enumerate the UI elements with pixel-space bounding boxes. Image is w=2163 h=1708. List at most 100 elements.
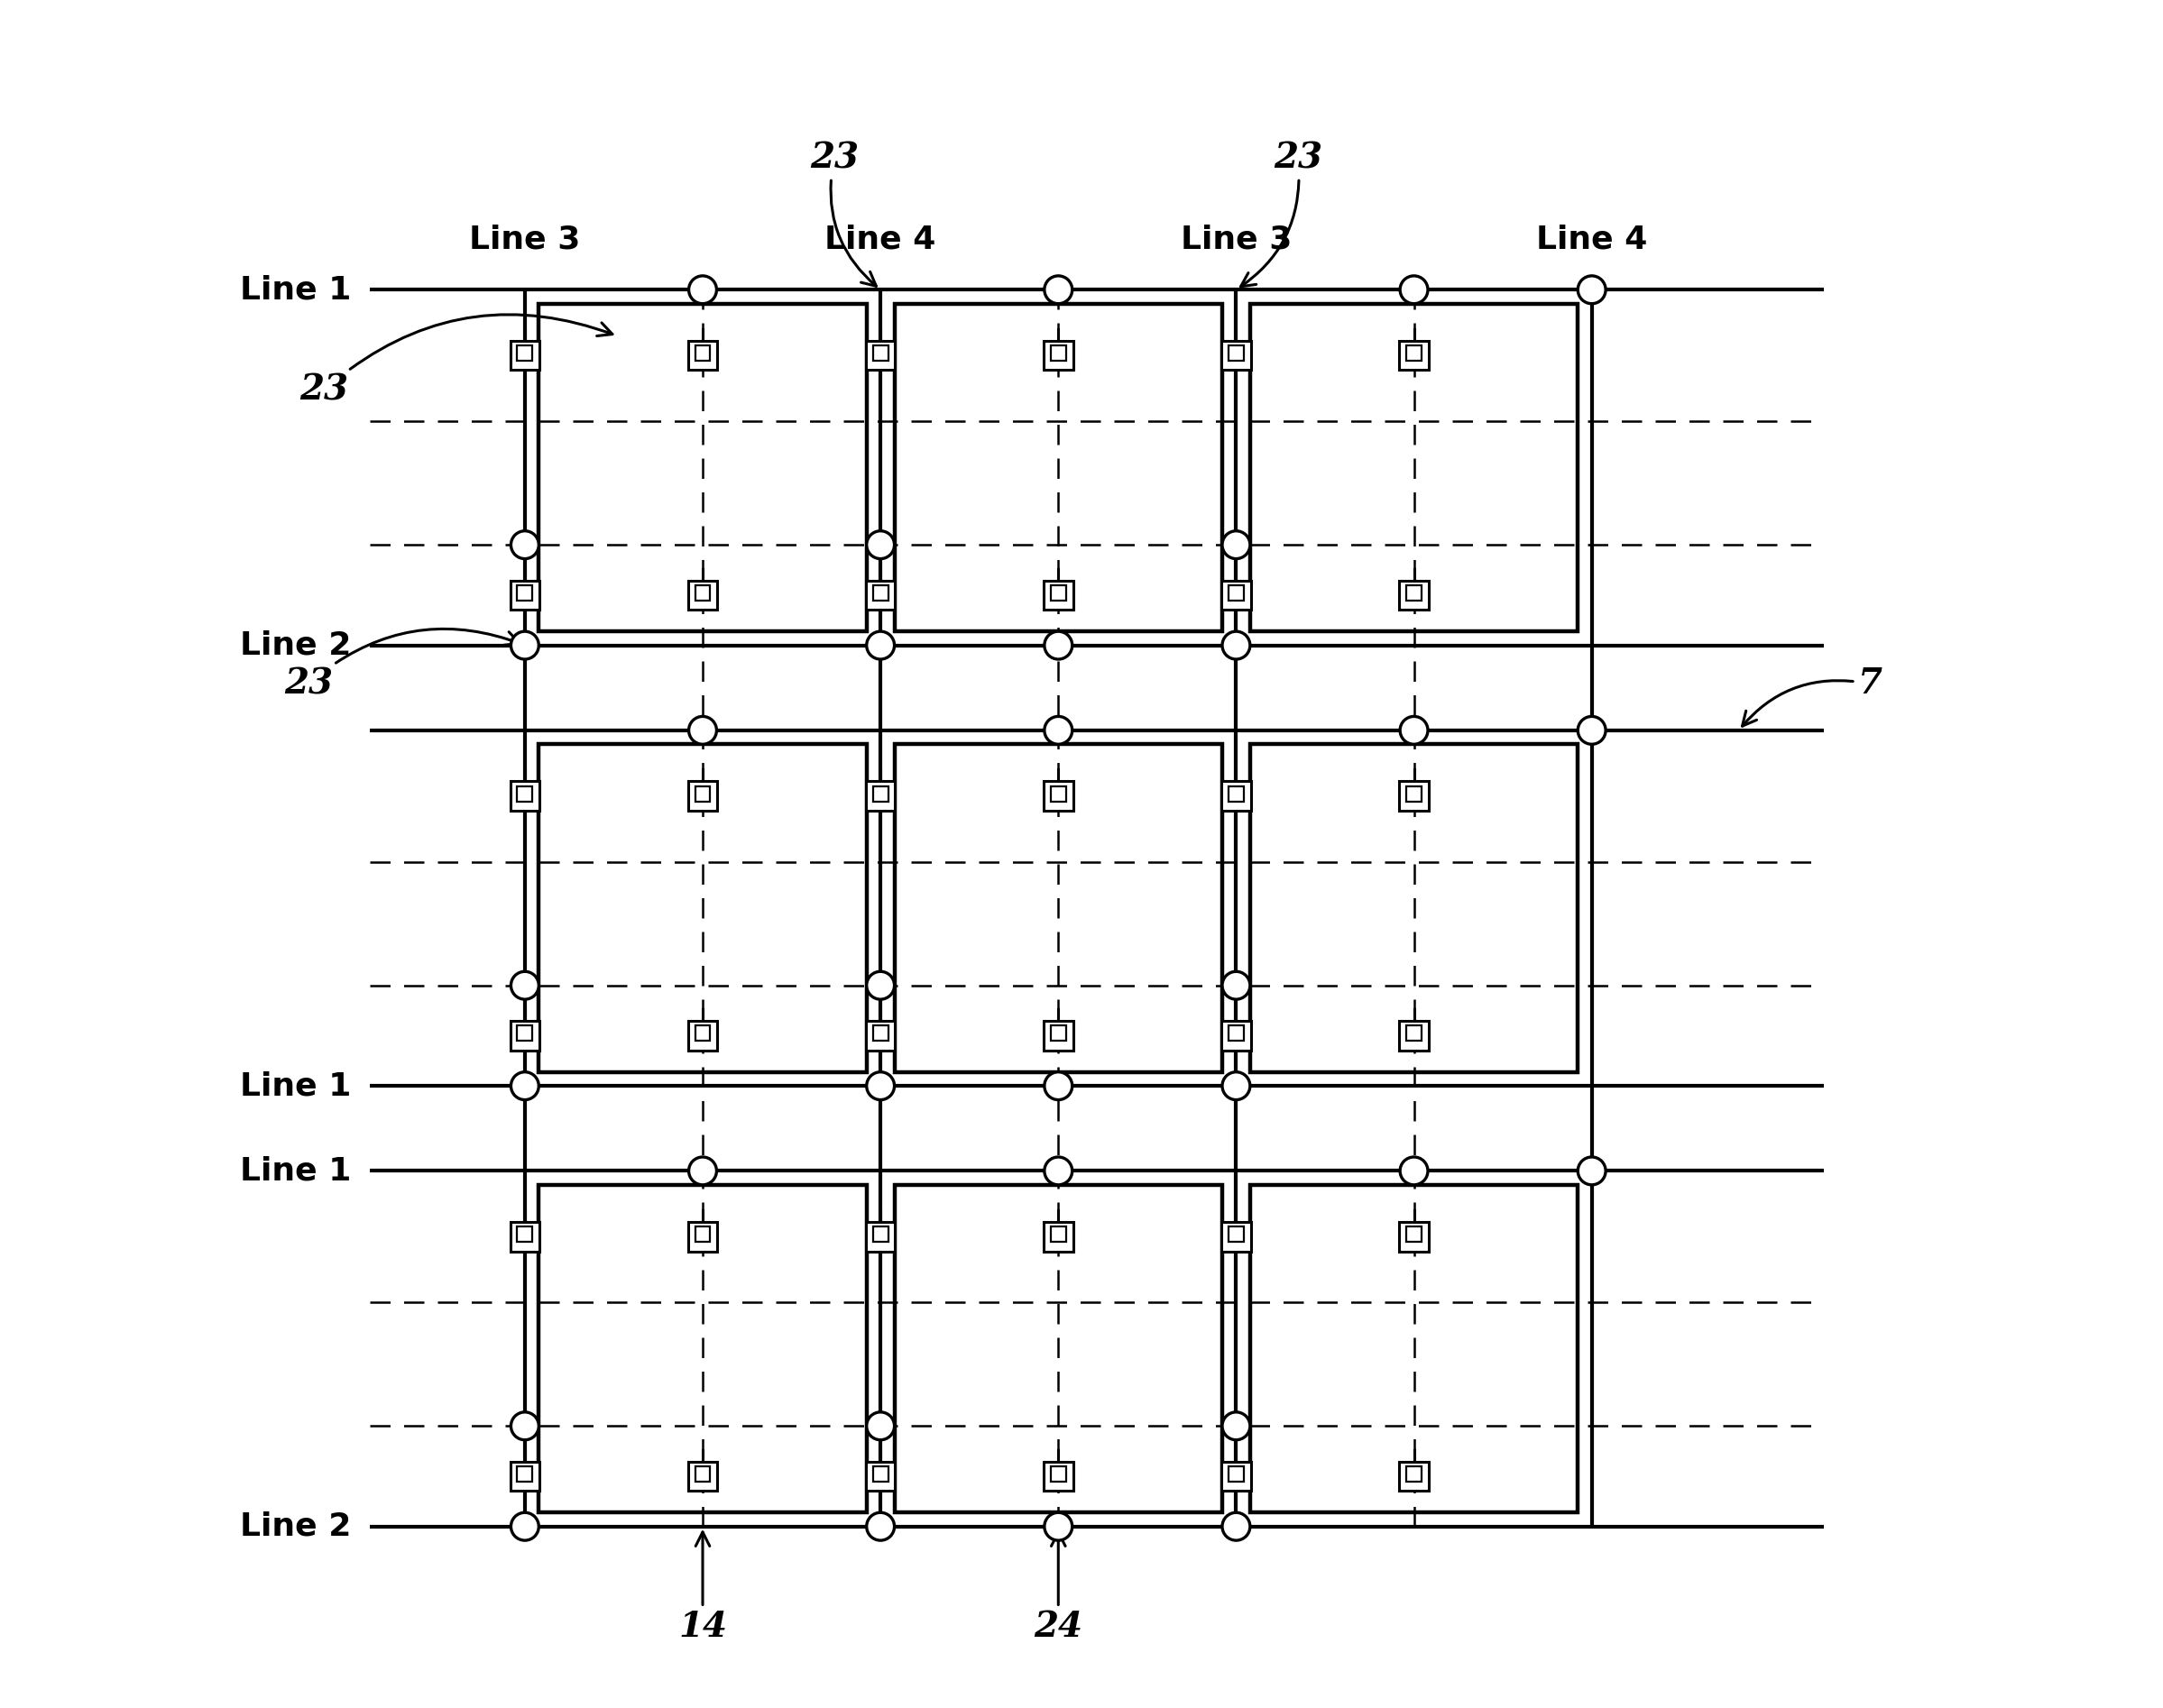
Bar <box>895 304 1222 632</box>
Bar <box>1043 1462 1073 1491</box>
Bar <box>1222 781 1250 811</box>
Text: 23: 23 <box>1242 142 1322 287</box>
Bar <box>1222 581 1250 610</box>
Bar <box>1051 1226 1066 1242</box>
Bar <box>1406 786 1421 801</box>
Circle shape <box>867 972 895 999</box>
Circle shape <box>1577 275 1605 304</box>
Bar <box>1222 342 1250 371</box>
Bar <box>1229 1465 1244 1481</box>
Circle shape <box>1045 632 1073 659</box>
Bar <box>1051 1027 1066 1040</box>
Bar <box>874 1226 889 1242</box>
Circle shape <box>1222 632 1250 659</box>
Text: 23: 23 <box>283 629 519 700</box>
Circle shape <box>1045 1073 1073 1100</box>
Bar <box>865 1221 895 1252</box>
Bar <box>510 1462 539 1491</box>
Bar <box>874 586 889 601</box>
Circle shape <box>1222 1073 1250 1100</box>
Text: Line 1: Line 1 <box>240 275 350 306</box>
Bar <box>1043 581 1073 610</box>
Bar <box>694 1226 709 1242</box>
Circle shape <box>1222 1413 1250 1440</box>
Bar <box>1222 1462 1250 1491</box>
Bar <box>517 1027 532 1040</box>
Bar <box>1043 1221 1073 1252</box>
Circle shape <box>1399 275 1428 304</box>
Circle shape <box>867 1513 895 1541</box>
Bar <box>694 1027 709 1040</box>
Bar <box>865 342 895 371</box>
Text: Line 4: Line 4 <box>824 224 937 254</box>
Bar <box>539 1185 867 1513</box>
Circle shape <box>1577 1156 1605 1185</box>
Bar <box>510 581 539 610</box>
Bar <box>1399 1021 1428 1050</box>
Bar <box>874 1465 889 1481</box>
Bar <box>688 781 718 811</box>
Bar <box>1051 1465 1066 1481</box>
Bar <box>539 304 867 632</box>
Circle shape <box>1399 716 1428 745</box>
Bar <box>688 1021 718 1050</box>
Bar <box>688 581 718 610</box>
Bar <box>510 781 539 811</box>
Bar <box>1399 1221 1428 1252</box>
Circle shape <box>1045 275 1073 304</box>
Bar <box>1222 1221 1250 1252</box>
Bar <box>1250 745 1577 1073</box>
Bar <box>1399 1462 1428 1491</box>
Circle shape <box>867 1413 895 1440</box>
Text: 23: 23 <box>809 142 876 287</box>
Bar <box>1051 786 1066 801</box>
Bar <box>517 786 532 801</box>
Bar <box>1399 781 1428 811</box>
Text: Line 4: Line 4 <box>1536 224 1648 254</box>
Circle shape <box>1045 716 1073 745</box>
Bar <box>895 745 1222 1073</box>
Bar <box>1229 345 1244 360</box>
Bar <box>895 1185 1222 1513</box>
Text: Line 3: Line 3 <box>1181 224 1291 254</box>
Bar <box>510 1221 539 1252</box>
Circle shape <box>510 972 539 999</box>
Bar <box>694 586 709 601</box>
Bar <box>1043 781 1073 811</box>
Bar <box>1043 342 1073 371</box>
Circle shape <box>1222 972 1250 999</box>
Bar <box>510 1021 539 1050</box>
Bar <box>694 345 709 360</box>
Bar <box>874 786 889 801</box>
Text: Line 1: Line 1 <box>240 1156 350 1187</box>
Bar <box>688 342 718 371</box>
Bar <box>688 1221 718 1252</box>
Bar <box>1406 1226 1421 1242</box>
Circle shape <box>510 632 539 659</box>
Circle shape <box>1577 716 1605 745</box>
Circle shape <box>510 1073 539 1100</box>
Text: Line 1: Line 1 <box>240 1071 350 1102</box>
Text: Line 2: Line 2 <box>240 630 350 661</box>
Circle shape <box>867 531 895 559</box>
Circle shape <box>510 1513 539 1541</box>
Text: 14: 14 <box>679 1532 727 1645</box>
Bar <box>865 1462 895 1491</box>
Bar <box>694 1465 709 1481</box>
Bar <box>510 342 539 371</box>
Circle shape <box>688 716 716 745</box>
Bar <box>1406 345 1421 360</box>
Circle shape <box>1045 1156 1073 1185</box>
Circle shape <box>688 275 716 304</box>
Bar <box>874 1027 889 1040</box>
Bar <box>688 1462 718 1491</box>
Bar <box>1229 1226 1244 1242</box>
Text: 7: 7 <box>1741 666 1882 726</box>
Bar <box>517 1226 532 1242</box>
Bar <box>1043 1021 1073 1050</box>
Bar <box>865 781 895 811</box>
Bar <box>517 345 532 360</box>
Bar <box>865 1021 895 1050</box>
Bar <box>1051 586 1066 601</box>
Bar <box>1250 304 1577 632</box>
